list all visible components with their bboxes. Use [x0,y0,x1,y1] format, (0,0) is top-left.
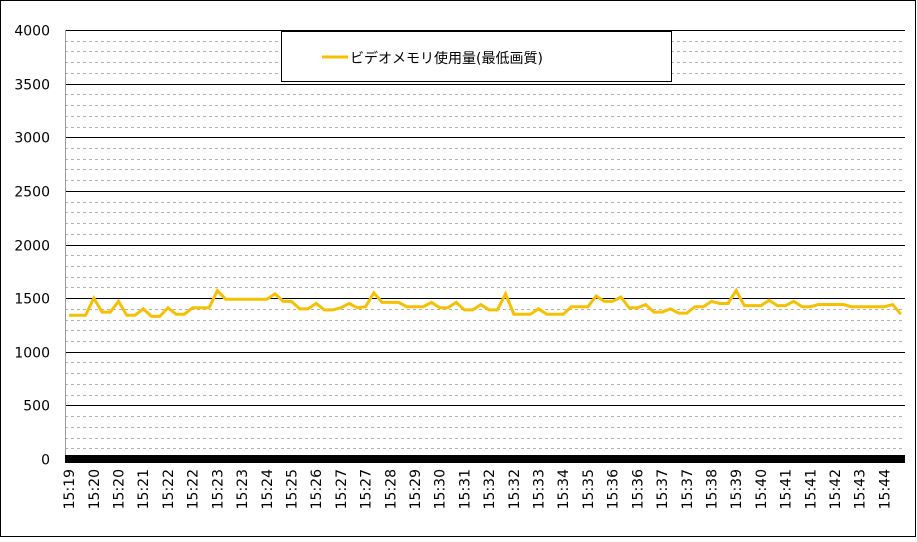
x-tick-label: 15:39 [729,469,745,509]
x-tick-label: 15:44 [877,469,893,509]
x-tick-label: 15:36 [606,469,622,509]
x-tick-label: 15:19 [62,469,78,509]
y-tick-label: 1000 [14,346,50,362]
y-tick-label: 3500 [14,78,50,94]
x-tick-label: 15:33 [532,469,548,509]
x-tick-label: 15:32 [507,469,523,509]
x-tick-label: 15:23 [235,469,251,509]
x-tick-label: 15:26 [309,469,325,509]
x-tick-label: 15:34 [556,469,572,509]
x-tick-label: 15:20 [112,469,128,509]
x-tick-label: 15:41 [803,469,819,509]
y-tick-label: 2000 [14,239,50,255]
y-tick-label: 1500 [14,292,50,308]
x-tick-label: 15:29 [408,469,424,509]
y-tick-label: 0 [41,453,50,469]
x-tick-label: 15:43 [853,469,869,509]
legend-label: ビデオメモリ使用量(最低画質) [350,50,543,67]
x-tick-label: 15:35 [581,469,597,509]
x-tick-label: 15:28 [383,469,399,509]
x-tick-label: 15:42 [828,469,844,509]
x-tick-label: 15:31 [457,469,473,509]
x-tick-label: 15:30 [433,469,449,509]
x-tick-label: 15:37 [680,469,696,509]
plot [69,287,903,318]
x-tick-label: 15:37 [655,469,671,509]
grid: 0 500 1000 1500 2000 2500 3000 3500 4000 [14,24,905,469]
x-tick-label: 15:23 [210,469,226,509]
x-tick-label: 15:25 [284,469,300,509]
x-tick-label: 15:38 [704,469,720,509]
y-tick-label: 3000 [14,131,50,147]
x-tick-label: 15:20 [87,469,103,509]
x-tick-label: 15:36 [630,469,646,509]
x-tick-label: 15:32 [482,469,498,509]
y-tick-label: 4000 [14,24,50,40]
x-tick-label: 15:21 [136,469,152,509]
x-tick-label: 15:27 [334,469,350,509]
y-tick-label: 2500 [14,185,50,201]
x-tick-label: 15:27 [359,469,375,509]
y-tick-label: 500 [23,399,50,415]
x-tick-label: 15:22 [186,469,202,509]
x-tick-label: 15:24 [260,469,276,509]
data-line [69,287,903,318]
x-tick-label: 15:40 [754,469,770,509]
x-tick-label: 15:41 [779,469,795,509]
x-axis [65,455,905,463]
x-tick-label: 15:22 [161,469,177,509]
